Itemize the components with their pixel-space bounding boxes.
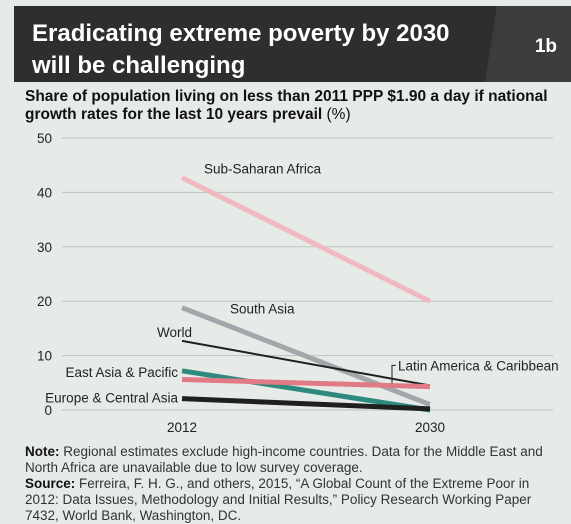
series-line	[180, 175, 432, 304]
chart-subtitle: Share of population living on less than …	[25, 88, 565, 124]
y-tick-label: 40	[37, 185, 52, 200]
notes-block: Note: Regional estimates exclude high-in…	[25, 444, 565, 524]
y-tick-label: 20	[37, 294, 52, 309]
y-tick-label: 10	[37, 349, 52, 364]
y-tick-label: 30	[37, 240, 52, 255]
source-text: Ferreira, F. H. G., and others, 2015, “A…	[25, 476, 532, 523]
series-line	[181, 396, 431, 412]
series-label: East Asia & Pacific	[65, 365, 178, 380]
series-line	[181, 377, 431, 390]
x-tick-label: 2030	[415, 420, 445, 435]
subtitle-text: Share of population living on less than …	[25, 88, 548, 123]
subtitle-unit: (%)	[326, 106, 351, 123]
x-tick-label: 2012	[167, 420, 197, 435]
series-line	[181, 368, 431, 413]
figure-header: Eradicating extreme poverty by 2030 will…	[14, 6, 571, 82]
y-tick-label: 0	[44, 403, 52, 418]
note-label: Note:	[25, 444, 60, 459]
series-label: South Asia	[230, 302, 295, 317]
y-tick-label: 50	[37, 131, 52, 146]
series-label: Latin America & Caribbean	[398, 358, 559, 373]
figure-title: Eradicating extreme poverty by 2030 will…	[32, 20, 450, 79]
series-line	[181, 305, 431, 407]
series-label: Europe & Central Asia	[45, 391, 178, 406]
note-text: Regional estimates exclude high-income c…	[25, 444, 543, 475]
figure-badge-tab	[485, 6, 571, 82]
series-label: Sub-Saharan Africa	[204, 162, 322, 177]
source-label: Source:	[25, 476, 76, 491]
series-line	[181, 339, 431, 387]
figure-badge: 1b	[534, 36, 557, 57]
series-label: World	[157, 325, 192, 340]
label-leader	[391, 364, 396, 384]
